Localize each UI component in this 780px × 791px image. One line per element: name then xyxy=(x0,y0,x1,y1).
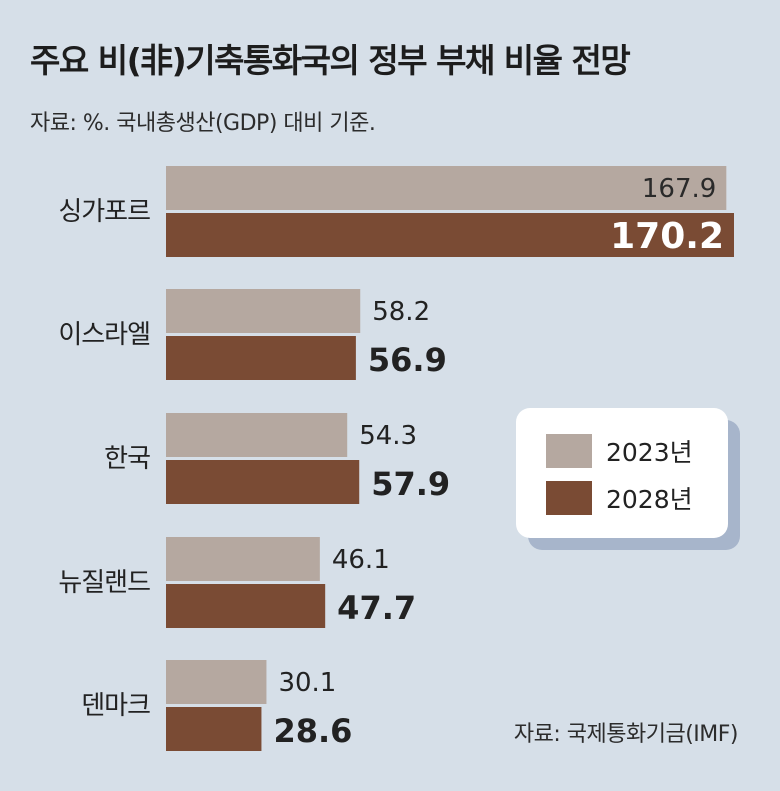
data-label: 54.3 xyxy=(359,421,417,451)
data-label: 58.2 xyxy=(372,297,430,327)
data-label: 170.2 xyxy=(610,216,724,257)
data-label: 56.9 xyxy=(368,341,447,379)
bar-2023 xyxy=(166,166,727,210)
category-label: 덴마크 xyxy=(81,691,150,721)
bar-2028 xyxy=(166,707,262,751)
chart-subtitle: 자료: %. 국내총생산(GDP) 대비 기준. xyxy=(30,111,376,136)
data-label: 30.1 xyxy=(278,668,336,698)
bar-2028 xyxy=(166,460,360,504)
data-label: 28.6 xyxy=(273,712,352,750)
legend-swatch-2023 xyxy=(546,434,592,468)
bar-2023 xyxy=(166,289,361,333)
bar-2028 xyxy=(166,584,326,628)
bar-2023 xyxy=(166,413,348,457)
category-label: 싱가포르 xyxy=(58,197,150,227)
bar-2028 xyxy=(166,336,356,380)
data-label: 167.9 xyxy=(642,174,716,204)
bar-2023 xyxy=(166,537,320,581)
legend-item-2028: 2028년 xyxy=(546,481,693,515)
bar-2023 xyxy=(166,660,267,704)
bar-2028 xyxy=(166,213,734,257)
legend-label-2023: 2023년 xyxy=(606,438,693,467)
chart-title: 주요 비(非)기축통화국의 정부 부채 비율 전망 xyxy=(30,41,631,80)
source-note: 자료: 국제통화기금(IMF) xyxy=(513,722,739,747)
data-label: 57.9 xyxy=(371,465,450,503)
category-label: 한국 xyxy=(104,444,150,474)
legend: 2023년 2028년 xyxy=(516,408,728,538)
data-label: 46.1 xyxy=(332,545,390,575)
data-label: 47.7 xyxy=(337,589,416,627)
legend-item-2023: 2023년 xyxy=(546,434,693,468)
legend-label-2028: 2028년 xyxy=(606,485,693,514)
category-label: 이스라엘 xyxy=(58,320,150,350)
legend-swatch-2028 xyxy=(546,481,592,515)
category-label: 뉴질랜드 xyxy=(58,568,150,598)
